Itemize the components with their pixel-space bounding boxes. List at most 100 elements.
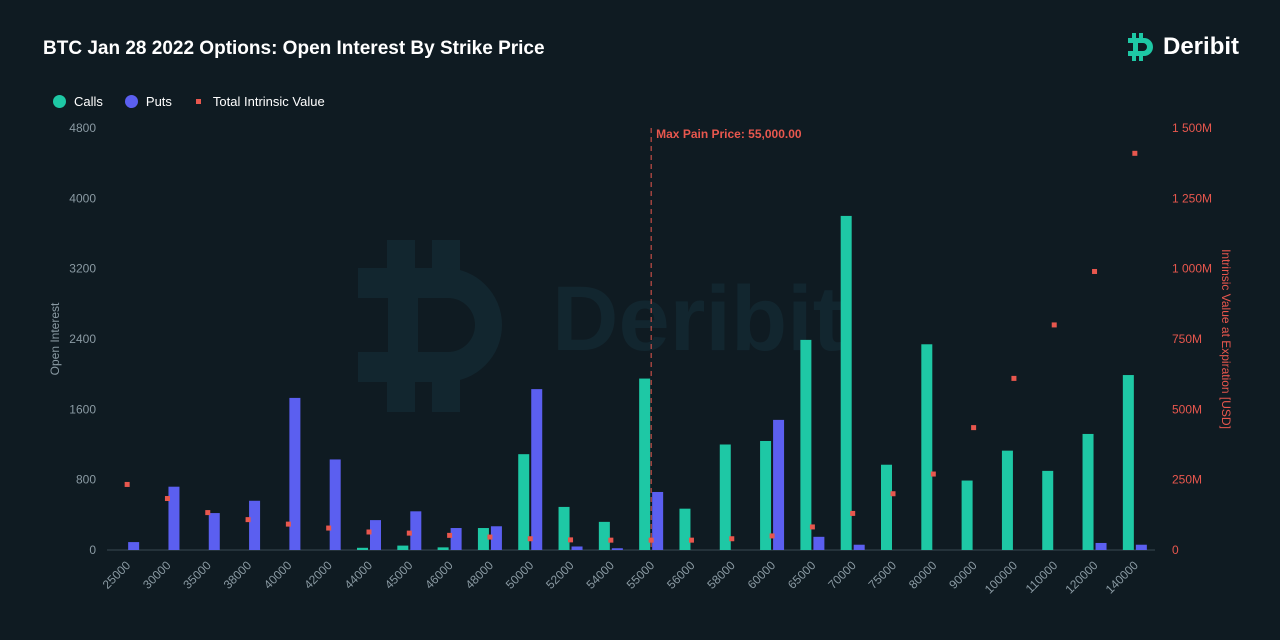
call-bar: [518, 454, 530, 550]
x-tick-label: 55000: [624, 558, 658, 592]
call-bar: [679, 508, 691, 550]
y-tick-label: 2400: [69, 332, 96, 346]
put-bar: [249, 500, 261, 550]
max-pain-label: Max Pain Price: 55,000.00: [656, 127, 802, 141]
intrinsic-value-point: [406, 530, 412, 536]
y2-tick-label: 0: [1172, 543, 1179, 557]
y-tick-label: 1600: [69, 402, 96, 416]
intrinsic-value-point: [648, 537, 654, 543]
y-axis-title: Open Interest: [48, 302, 62, 375]
put-bar: [168, 486, 180, 550]
legend-item-puts[interactable]: Puts: [124, 94, 172, 109]
y2-axis-title: Intrinsic Value at Expiration [USD]: [1219, 249, 1233, 429]
intrinsic-value-point: [205, 510, 211, 516]
call-bar: [397, 545, 409, 550]
x-tick-label: 40000: [261, 558, 295, 592]
put-bar: [450, 528, 462, 550]
call-bar: [558, 506, 570, 550]
call-bar: [1082, 433, 1094, 550]
x-tick-label: 52000: [543, 558, 577, 592]
y2-tick-label: 1 250M: [1172, 191, 1212, 205]
call-bar: [881, 464, 892, 550]
x-tick-label: 100000: [982, 558, 1020, 596]
x-tick-label: 48000: [463, 558, 497, 592]
put-bar: [370, 520, 381, 550]
x-tick-label: 44000: [342, 558, 376, 592]
call-bar: [961, 480, 973, 550]
y-tick-label: 800: [76, 473, 96, 487]
x-tick-label: 46000: [422, 558, 456, 592]
put-bar: [773, 419, 785, 550]
x-tick-label: 38000: [221, 558, 255, 592]
intrinsic-value-point: [1132, 150, 1138, 156]
intrinsic-value-point: [164, 496, 170, 502]
x-tick-label: 42000: [301, 558, 335, 592]
call-bar: [639, 378, 651, 550]
brand-name: Deribit: [1163, 33, 1240, 60]
y2-tick-label: 1 500M: [1172, 121, 1212, 135]
put-bar: [853, 544, 865, 550]
legend-label-calls: Calls: [74, 94, 103, 109]
put-bar: [289, 397, 301, 550]
intrinsic-value-point: [568, 537, 574, 543]
x-tick-label: 58000: [704, 558, 738, 592]
x-tick-label: 35000: [180, 558, 214, 592]
intrinsic-value-point: [487, 534, 493, 540]
put-bar: [128, 542, 140, 550]
intrinsic-value-point: [729, 536, 735, 542]
call-bar: [921, 344, 933, 550]
call-bar: [1042, 470, 1054, 550]
call-bar: [477, 528, 489, 550]
y2-tick-label: 1 000M: [1172, 262, 1212, 276]
x-tick-label: 65000: [785, 558, 819, 592]
put-bar: [410, 511, 422, 550]
x-tick-label: 75000: [866, 558, 900, 592]
watermark-text: Deribit: [552, 268, 843, 370]
put-bar: [571, 546, 583, 550]
x-tick-label: 60000: [745, 558, 779, 592]
intrinsic-value-point: [285, 521, 291, 527]
x-tick-label: 140000: [1103, 558, 1141, 596]
intrinsic-value-point: [890, 491, 896, 497]
y-tick-label: 4800: [69, 121, 96, 135]
watermark-logo: [358, 240, 502, 412]
put-bar: [1095, 542, 1107, 550]
put-bar: [490, 526, 502, 550]
x-tick-label: 56000: [664, 558, 698, 592]
legend-item-calls[interactable]: Calls: [53, 94, 103, 109]
intrinsic-value-point: [850, 510, 856, 516]
legend-label-puts: Puts: [145, 94, 172, 109]
x-tick-label: 80000: [906, 558, 940, 592]
intrinsic-value-point: [326, 525, 332, 531]
x-tick-label: 25000: [100, 558, 134, 592]
x-tick-label: 120000: [1062, 558, 1100, 596]
intrinsic-value-point: [930, 471, 936, 477]
put-bar: [813, 536, 825, 550]
bitcoin-d-icon: [1128, 33, 1153, 61]
intrinsic-value-point: [1051, 322, 1057, 328]
y2-tick-label: 750M: [1172, 332, 1202, 346]
put-bar: [208, 513, 220, 550]
x-tick-label: 45000: [382, 558, 416, 592]
put-bar: [531, 389, 543, 550]
y2-tick-label: 250M: [1172, 473, 1202, 487]
legend-item-intrinsic[interactable]: Total Intrinsic Value: [194, 94, 325, 109]
intrinsic-value-point: [971, 425, 977, 431]
intrinsic-value-point: [366, 529, 372, 535]
chart-title: BTC Jan 28 2022 Options: Open Interest B…: [43, 38, 545, 59]
call-bar: [1122, 375, 1134, 550]
y2-tick-label: 500M: [1172, 402, 1202, 416]
puts-swatch: [124, 95, 138, 108]
intrinsic-value-point: [124, 481, 130, 487]
x-tick-label: 110000: [1023, 558, 1061, 596]
y-tick-label: 0: [89, 543, 96, 557]
y-tick-label: 3200: [69, 262, 96, 276]
intrinsic-value-point: [688, 537, 694, 543]
x-tick-label: 30000: [140, 558, 174, 592]
call-bar: [1001, 450, 1013, 550]
call-bar: [357, 547, 368, 550]
intrinsic-value-point: [608, 537, 614, 543]
y-tick-label: 4000: [69, 191, 96, 205]
calls-swatch: [53, 95, 66, 108]
x-tick-label: 50000: [503, 558, 537, 592]
